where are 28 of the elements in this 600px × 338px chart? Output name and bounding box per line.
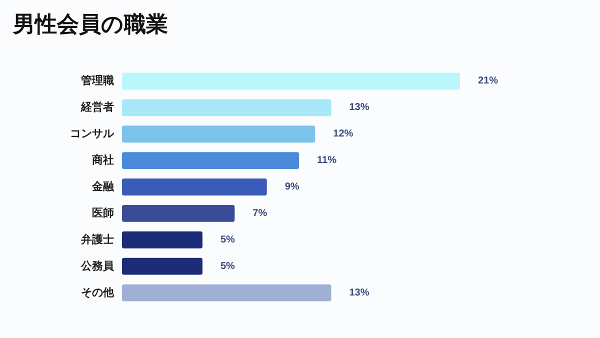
data-label: 21% <box>478 76 498 87</box>
y-tick-label: 金融 <box>91 180 115 193</box>
bar <box>122 126 316 143</box>
data-label: 7% <box>252 208 268 219</box>
data-label: 11% <box>317 155 337 166</box>
y-tick-label: 弁護士 <box>80 232 114 246</box>
data-label: 13% <box>349 287 370 298</box>
data-label: 12% <box>333 128 354 140</box>
bar <box>122 99 332 116</box>
y-tick-label: 経営者 <box>80 100 114 114</box>
data-label: 9% <box>284 182 300 192</box>
y-tick-label: コンサル <box>70 128 115 140</box>
bar <box>122 152 300 170</box>
bar <box>122 284 332 302</box>
data-label: 13% <box>349 102 370 114</box>
y-tick-label: 商社 <box>91 154 114 167</box>
y-tick-label: 医師 <box>92 206 114 220</box>
bar <box>122 72 460 90</box>
data-label: 5% <box>220 260 236 272</box>
y-tick-label: 管理職 <box>80 74 114 88</box>
y-tick-label: 公務員 <box>80 259 115 272</box>
bar <box>122 258 202 275</box>
bar <box>122 178 267 196</box>
chart-title: 男性会員の職業 <box>12 12 168 36</box>
bar <box>122 204 235 222</box>
bar <box>122 231 202 248</box>
y-tick-label: その他 <box>81 286 115 299</box>
data-label: 5% <box>220 234 236 246</box>
